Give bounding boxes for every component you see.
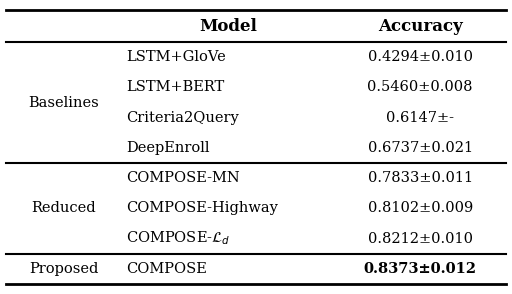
Text: 0.6737±0.021: 0.6737±0.021 xyxy=(368,141,473,155)
Text: Reduced: Reduced xyxy=(31,201,96,215)
Text: COMPOSE-Highway: COMPOSE-Highway xyxy=(126,201,278,215)
Text: LSTM+BERT: LSTM+BERT xyxy=(126,81,224,94)
Text: 0.7833±0.011: 0.7833±0.011 xyxy=(368,171,473,185)
Text: Proposed: Proposed xyxy=(29,262,98,276)
Text: Model: Model xyxy=(199,18,257,35)
Text: 0.8212±0.010: 0.8212±0.010 xyxy=(368,232,473,245)
Text: Accuracy: Accuracy xyxy=(378,18,463,35)
Text: 0.6147±-: 0.6147±- xyxy=(386,111,454,125)
Text: 0.5460±0.008: 0.5460±0.008 xyxy=(368,81,473,94)
Text: 0.4294±0.010: 0.4294±0.010 xyxy=(368,50,473,64)
Text: LSTM+GloVe: LSTM+GloVe xyxy=(126,50,226,64)
Text: Criteria2Query: Criteria2Query xyxy=(126,111,239,125)
Text: 0.8373±0.012: 0.8373±0.012 xyxy=(364,262,477,276)
Text: DeepEnroll: DeepEnroll xyxy=(126,141,209,155)
Text: COMPOSE-$\mathcal{L}_d$: COMPOSE-$\mathcal{L}_d$ xyxy=(126,230,230,248)
Text: COMPOSE: COMPOSE xyxy=(126,262,207,276)
Text: 0.8102±0.009: 0.8102±0.009 xyxy=(368,201,473,215)
Text: Baselines: Baselines xyxy=(28,96,99,110)
Text: COMPOSE-MN: COMPOSE-MN xyxy=(126,171,240,185)
